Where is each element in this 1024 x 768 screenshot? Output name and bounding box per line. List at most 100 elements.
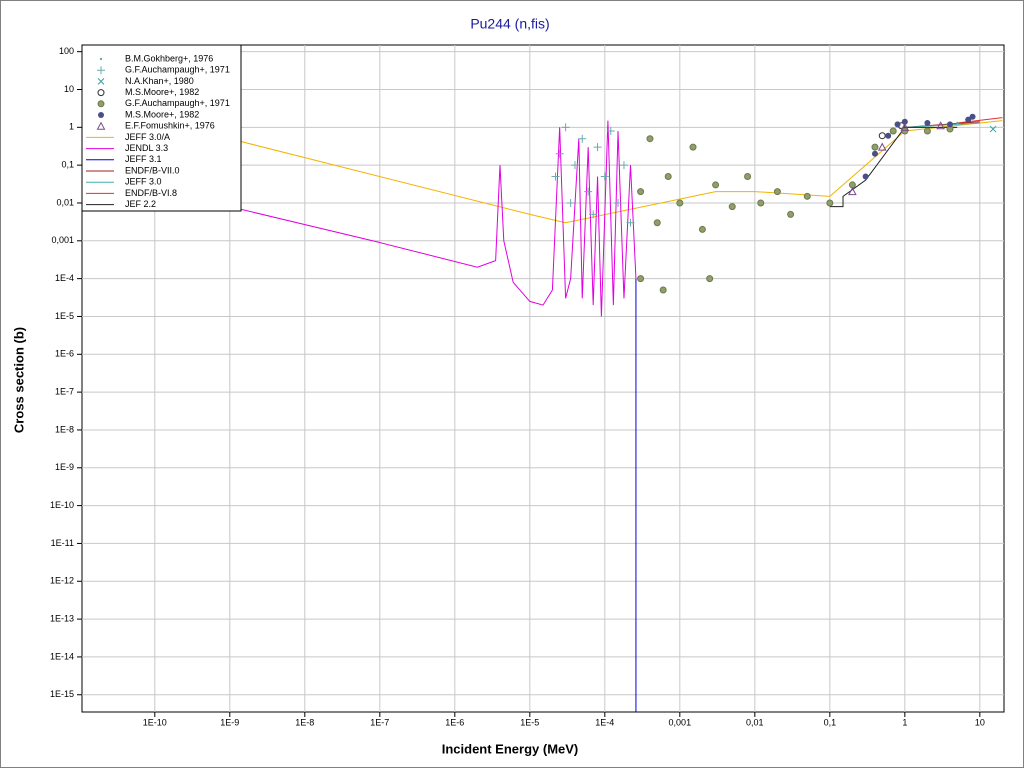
x-tick-label: 1E-4	[595, 717, 614, 727]
point	[551, 172, 560, 181]
legend-entry: M.S.Moore+, 1982	[98, 109, 199, 119]
legend-entry: N.A.Khan+, 1980	[97, 76, 194, 86]
legend-label: G.F.Auchampaugh+, 1971	[125, 98, 230, 108]
point	[862, 173, 869, 180]
point	[614, 198, 623, 207]
point	[901, 127, 909, 135]
point	[728, 203, 736, 211]
point	[969, 113, 976, 120]
legend-swatch	[97, 66, 105, 75]
point	[593, 143, 602, 152]
legend-entry: JEFF 3.1	[86, 154, 162, 164]
y-tick-label: 1E-9	[55, 462, 74, 472]
y-tick-label: 1E-5	[55, 311, 74, 321]
point	[871, 150, 878, 157]
y-tick-label: 1E-7	[55, 386, 74, 396]
legend-swatch	[99, 57, 103, 61]
x-tick-label: 0,01	[746, 717, 764, 727]
point	[578, 134, 587, 143]
x-tick-label: 1E-5	[520, 717, 539, 727]
point	[900, 122, 910, 131]
point	[584, 187, 593, 196]
point	[877, 142, 887, 151]
legend-label: JEF 2.2	[125, 199, 156, 209]
y-tick-label: 1E-15	[50, 689, 74, 699]
point	[757, 199, 765, 207]
point	[653, 219, 661, 227]
y-tick-label: 1	[69, 122, 74, 132]
x-tick-label: 1E-9	[220, 717, 239, 727]
y-tick-label: 100	[59, 46, 74, 56]
y-tick-label: 0,1	[61, 160, 74, 170]
point	[712, 181, 720, 189]
y-tick-label: 1E-6	[55, 349, 74, 359]
point	[885, 132, 892, 139]
point	[570, 161, 579, 170]
legend-label: ENDF/B-VII.0	[125, 165, 180, 175]
y-tick-label: 1E-13	[50, 613, 74, 623]
legend-entry: G.F.Auchampaugh+, 1971	[97, 98, 230, 108]
legend-label: N.A.Khan+, 1980	[125, 76, 194, 86]
x-tick-label: 10	[975, 717, 985, 727]
point	[803, 192, 811, 200]
y-tick-label: 1E-8	[55, 424, 74, 434]
point	[744, 173, 752, 181]
point	[787, 210, 795, 218]
legend-swatch	[98, 112, 104, 118]
legend-label: M.S.Moore+, 1982	[125, 87, 199, 97]
legend-entry: B.M.Gokhberg+, 1976	[99, 53, 213, 63]
x-tick-label: 1E-6	[445, 717, 464, 727]
x-tick-label: 0,001	[669, 717, 692, 727]
point	[901, 118, 908, 125]
point	[894, 121, 901, 128]
point	[826, 199, 834, 207]
y-tick-label: 1E-14	[50, 651, 74, 661]
point	[561, 123, 570, 132]
point	[626, 218, 635, 227]
legend-entry: G.F.Auchampaugh+, 1971	[97, 65, 230, 75]
point	[589, 210, 598, 219]
point	[606, 126, 615, 135]
x-tick-label: 1	[902, 717, 907, 727]
legend-label: M.S.Moore+, 1982	[125, 109, 199, 119]
legend-entry: JEFF 3.0	[86, 177, 162, 187]
point	[555, 149, 564, 158]
point	[773, 188, 781, 196]
y-tick-label: 10	[64, 84, 74, 94]
legend-entry: ENDF/B-VI.8	[86, 188, 177, 198]
point	[924, 120, 931, 127]
x-tick-label: 1E-8	[295, 717, 314, 727]
line	[957, 117, 1003, 124]
chart-title: Pu244 (n,fis)	[470, 16, 549, 32]
point	[936, 121, 945, 130]
point	[646, 135, 654, 143]
legend-box	[81, 44, 242, 212]
legend-entry: JENDL 3.3	[86, 143, 168, 153]
point	[989, 125, 997, 133]
point	[566, 198, 575, 207]
point	[848, 187, 857, 196]
legend-swatch	[97, 89, 105, 97]
legend-label: G.F.Auchampaugh+, 1971	[125, 65, 230, 75]
legend-entry: M.S.Moore+, 1982	[97, 87, 199, 97]
point	[889, 127, 897, 135]
legend-label: JENDL 3.3	[125, 143, 168, 153]
y-tick-label: 1E-10	[50, 500, 74, 510]
legend-label: B.M.Gokhberg+, 1976	[125, 53, 213, 63]
y-tick-label: 1E-12	[50, 576, 74, 586]
point	[956, 121, 959, 125]
legend-entry: JEFF 3.0/A	[86, 132, 170, 142]
legend-entry: JEF 2.2	[86, 199, 156, 209]
legend-label: JEFF 3.0/A	[125, 132, 170, 142]
point	[848, 181, 856, 189]
legend-swatch	[97, 78, 105, 85]
y-tick-label: 1E-11	[51, 538, 74, 548]
x-tick-label: 1E-7	[370, 717, 389, 727]
point	[637, 275, 645, 283]
y-axis-label: Cross section (b)	[11, 327, 26, 433]
legend-label: E.F.Fomushkin+, 1976	[125, 121, 215, 131]
x-axis-label: Incident Energy (MeV)	[442, 741, 579, 756]
legend-label: ENDF/B-VI.8	[125, 188, 177, 198]
point	[676, 199, 684, 207]
